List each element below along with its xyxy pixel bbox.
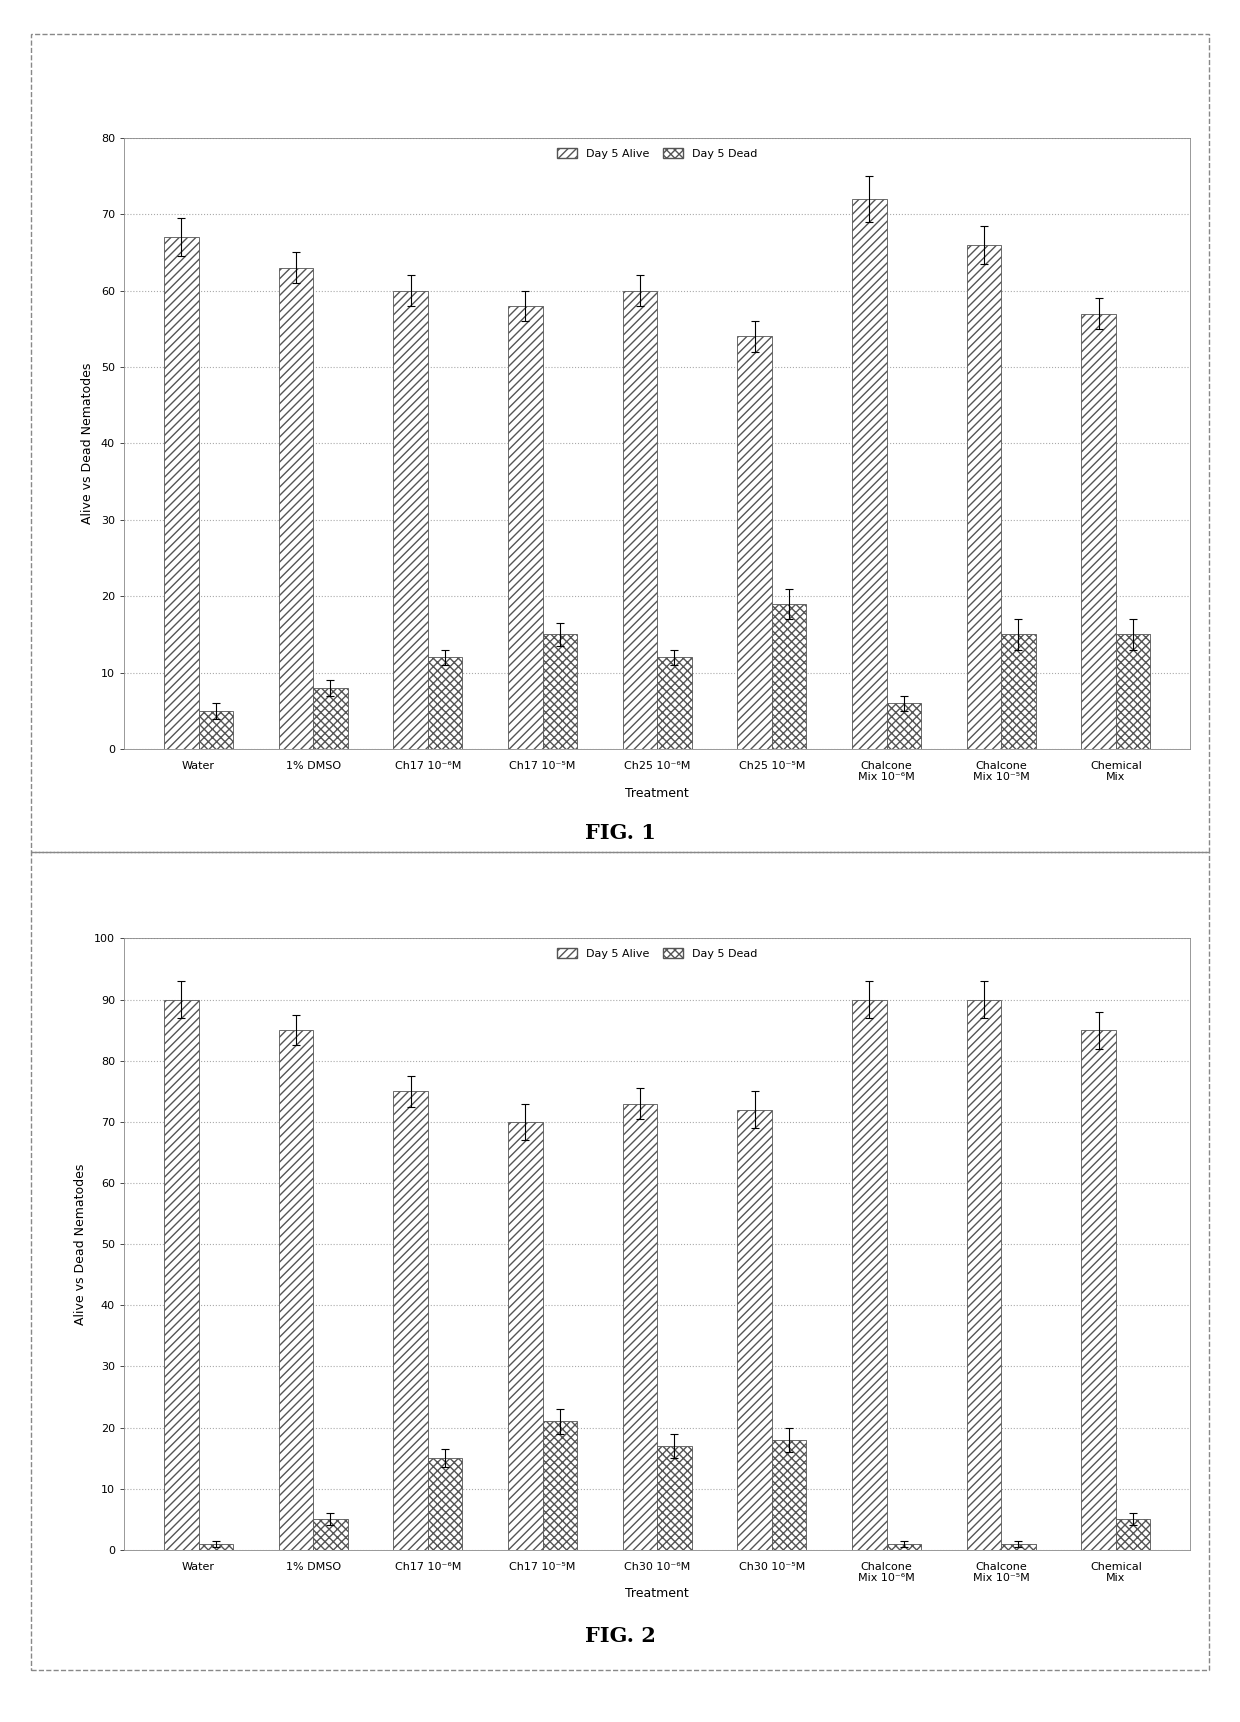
Bar <box>428 658 463 749</box>
Bar <box>738 1109 771 1550</box>
Bar <box>887 703 921 749</box>
Bar <box>771 604 806 749</box>
Bar <box>428 1459 463 1550</box>
Bar <box>771 1440 806 1550</box>
Bar <box>852 999 887 1550</box>
X-axis label: Treatment: Treatment <box>625 787 689 799</box>
Text: FIG. 1: FIG. 1 <box>584 823 656 844</box>
Bar <box>198 1543 233 1550</box>
Legend: Day 5 Alive, Day 5 Dead: Day 5 Alive, Day 5 Dead <box>553 944 761 964</box>
Bar <box>967 999 1001 1550</box>
Bar <box>852 200 887 749</box>
Bar <box>508 307 543 749</box>
Bar <box>622 291 657 749</box>
Bar <box>279 1030 314 1550</box>
Bar <box>657 1446 692 1550</box>
Bar <box>164 999 198 1550</box>
Bar <box>1116 634 1151 749</box>
Y-axis label: Alive vs Dead Nematodes: Alive vs Dead Nematodes <box>81 363 94 523</box>
Y-axis label: Alive vs Dead Nematodes: Alive vs Dead Nematodes <box>74 1164 87 1324</box>
Bar <box>198 711 233 749</box>
Bar <box>1116 1519 1151 1550</box>
Text: FIG. 2: FIG. 2 <box>584 1626 656 1646</box>
Bar <box>622 1104 657 1550</box>
Bar <box>1081 1030 1116 1550</box>
Bar <box>543 1421 577 1550</box>
Bar <box>314 1519 347 1550</box>
Bar <box>393 291 428 749</box>
Bar <box>543 634 577 749</box>
Bar <box>279 267 314 749</box>
X-axis label: Treatment: Treatment <box>625 1588 689 1600</box>
Bar <box>887 1543 921 1550</box>
Bar <box>967 245 1001 749</box>
Bar <box>1001 1543 1035 1550</box>
Legend: Day 5 Alive, Day 5 Dead: Day 5 Alive, Day 5 Dead <box>553 143 761 164</box>
Bar <box>164 238 198 749</box>
Bar <box>657 658 692 749</box>
Bar <box>1001 634 1035 749</box>
Bar <box>738 336 771 749</box>
Bar <box>314 689 347 749</box>
Bar <box>1081 313 1116 749</box>
Bar <box>508 1123 543 1550</box>
Bar <box>393 1092 428 1550</box>
